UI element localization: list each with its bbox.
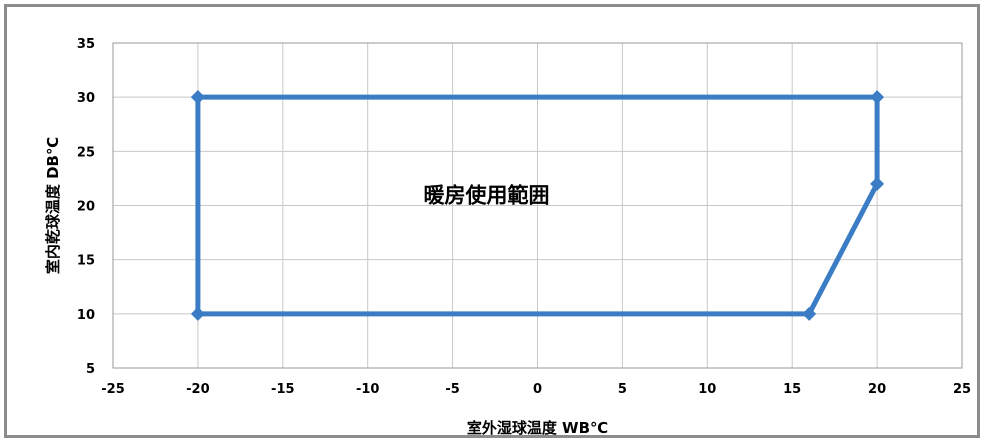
y-tick-labels: 5 10 15 20 25 30 35 [77, 37, 95, 377]
series-layer [190, 90, 885, 321]
x-tick-label: -20 [186, 382, 210, 397]
x-tick-label: 25 [953, 382, 971, 397]
x-tick-label: 0 [533, 382, 542, 397]
series-line [195, 94, 880, 317]
x-tick-label: 20 [868, 382, 886, 397]
y-tick-label: 35 [77, 37, 95, 52]
x-tick-labels: -25 -20 -15 -10 -5 0 5 10 15 20 25 [101, 382, 971, 397]
chart-frame [4, 4, 980, 438]
y-tick-label: 20 [77, 200, 95, 215]
data-point-marker [190, 306, 205, 321]
data-point-marker [870, 176, 885, 191]
y-axis-title: 室内乾球温度 DB℃ [44, 137, 62, 274]
x-tick-label: -15 [271, 382, 295, 397]
data-point-marker [870, 90, 885, 105]
y-tick-label: 5 [86, 362, 95, 377]
y-tick-label: 10 [77, 308, 95, 323]
y-tick-label: 25 [77, 145, 95, 160]
y-tick-label: 15 [77, 254, 95, 269]
x-tick-label: -10 [356, 382, 380, 397]
annotation-label: 暖房使用範囲 [424, 184, 550, 208]
x-axis-title: 室外湿球温度 WB℃ [467, 419, 608, 437]
data-point-marker [802, 306, 817, 321]
x-tick-label: 5 [618, 382, 627, 397]
x-tick-label: 15 [783, 382, 801, 397]
x-tick-label: -25 [101, 382, 125, 397]
x-tick-label: -5 [445, 382, 459, 397]
x-tick-label: 10 [698, 382, 716, 397]
plot-area-border [112, 42, 963, 369]
y-tick-label: 30 [77, 91, 95, 106]
data-point-marker [190, 90, 205, 105]
